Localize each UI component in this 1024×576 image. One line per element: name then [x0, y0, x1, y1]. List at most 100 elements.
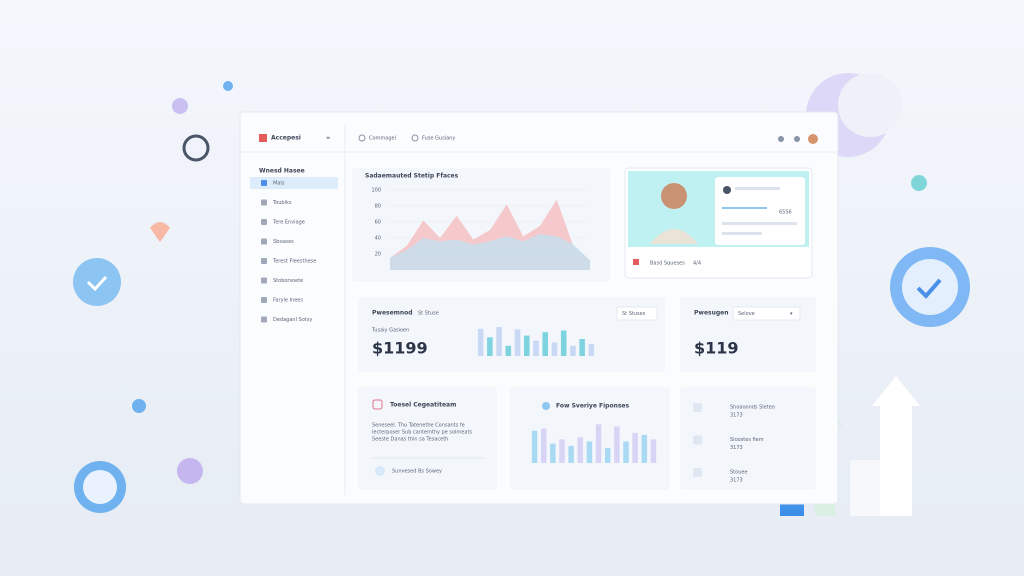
check: [916, 278, 942, 299]
sidebar-item[interactable]: Tere Enviage: [272, 220, 305, 226]
sidebar-item[interactable]: Mals: [273, 181, 285, 187]
button-label[interactable]: St Stuses: [622, 311, 646, 317]
logo: Accepesi: [271, 135, 301, 142]
paragraph-line: Seneseel. Thu Tatenethe Consants fe: [372, 423, 465, 429]
gear-inner: [902, 259, 958, 315]
list-name: Stouee: [730, 470, 748, 476]
card-title: Fow Sveriye Fiponses: [556, 403, 629, 410]
chevron[interactable]: ▾: [790, 311, 793, 317]
y-tick-label: 80: [375, 204, 381, 210]
item-icon: [261, 180, 267, 186]
area: [390, 234, 590, 270]
bar: [531, 430, 538, 463]
arrow-deco: [872, 376, 920, 516]
sidebar-item[interactable]: Terest Fleesthese: [272, 259, 316, 265]
amount: $119: [694, 339, 739, 358]
list-value: 3173: [730, 445, 743, 451]
floor: [0, 505, 1024, 576]
avatar[interactable]: [808, 134, 818, 144]
bar: [542, 332, 548, 356]
bar: [550, 443, 556, 463]
sub-label: Tusaiy Gasioen: [371, 328, 409, 334]
card: [358, 387, 497, 490]
bar: [540, 428, 547, 463]
clock-face: [83, 470, 117, 504]
sidebar-item[interactable]: Sbsaoes: [273, 239, 294, 245]
list-name: Shoaoonds Sleteo: [730, 405, 775, 411]
tag: St Stuse: [418, 311, 439, 317]
list-icon: [693, 468, 702, 477]
tab[interactable]: Fuse Gusiany: [422, 136, 455, 142]
gear-deco: [73, 258, 121, 306]
bar: [595, 424, 602, 463]
slider: [722, 207, 767, 209]
amount: $1199: [372, 339, 428, 358]
link[interactable]: Sunvesed Bs Sowey: [392, 469, 442, 475]
bar: [641, 435, 648, 463]
card-title: Sadaemauted Stetip Ffaces: [365, 173, 459, 180]
text-line: [722, 222, 797, 225]
profile-icon: [723, 186, 731, 194]
bar: [477, 328, 484, 356]
dropdown[interactable]: [732, 306, 801, 321]
tab[interactable]: Commagel: [369, 136, 396, 142]
list-icon: [693, 403, 702, 412]
card-title: Toesel Cegeatiteam: [390, 402, 456, 409]
list-name: Sloostes fiem: [730, 437, 764, 443]
bar: [586, 441, 593, 463]
sidebar-item[interactable]: Faryle Inees: [273, 298, 303, 304]
moon-cut: [838, 73, 902, 137]
list-value: 3173: [730, 478, 743, 484]
item-icon: [261, 297, 267, 303]
badge: 4/4: [693, 261, 701, 267]
active-item: [250, 177, 338, 189]
card-icon: [372, 399, 383, 410]
shirt: [650, 229, 698, 244]
heart-deco: [150, 222, 170, 242]
bar: [505, 345, 512, 356]
dropdown-label[interactable]: Selove: [738, 311, 755, 317]
button[interactable]: [616, 306, 658, 321]
bar: [577, 437, 584, 463]
bar: [650, 439, 657, 463]
flag-icon: [633, 259, 639, 265]
gear-deco: [172, 98, 188, 114]
bar: [560, 330, 567, 356]
bar: [551, 342, 558, 356]
y-tick-label: 100: [371, 188, 381, 194]
bar: [559, 439, 565, 463]
caption: Basd Squeses: [650, 261, 685, 267]
sidebar-item[interactable]: Stoborsoete: [273, 278, 303, 284]
icon[interactable]: [794, 136, 800, 142]
sidebar-heading: Wnesd Hasee: [259, 168, 305, 175]
menu-icon[interactable]: ≡: [326, 136, 330, 142]
icon[interactable]: [778, 136, 784, 142]
text-line: [735, 187, 780, 190]
item-icon: [261, 199, 267, 206]
bar: [496, 327, 502, 356]
list-value: 3173: [730, 413, 743, 419]
sidebar-item[interactable]: Toubiks: [272, 200, 292, 206]
check: [86, 275, 108, 292]
text-line: [722, 232, 762, 235]
item-icon: [261, 238, 267, 245]
card-icon: [542, 402, 550, 410]
paragraph-line: lecterposer Sub cantemthy pe solmeats: [372, 430, 472, 436]
paragraph-line: Seeste Danas thin sa Tesaceth: [372, 437, 448, 443]
sidebar-item[interactable]: Dedaganl Sotsy: [273, 317, 312, 323]
dot-deco: [911, 175, 927, 191]
block-deco: [850, 460, 880, 516]
bar: [524, 335, 530, 356]
card: [680, 387, 816, 490]
bar: [514, 329, 521, 356]
card-title: Pwesugen: [694, 310, 729, 317]
card: [358, 297, 665, 372]
stethoscope-deco: [182, 134, 210, 162]
bar: [632, 432, 638, 463]
item-icon: [261, 277, 267, 284]
bar: [604, 447, 611, 463]
item-icon: [261, 258, 267, 264]
bar: [533, 340, 539, 356]
y-tick-label: 20: [375, 252, 381, 258]
